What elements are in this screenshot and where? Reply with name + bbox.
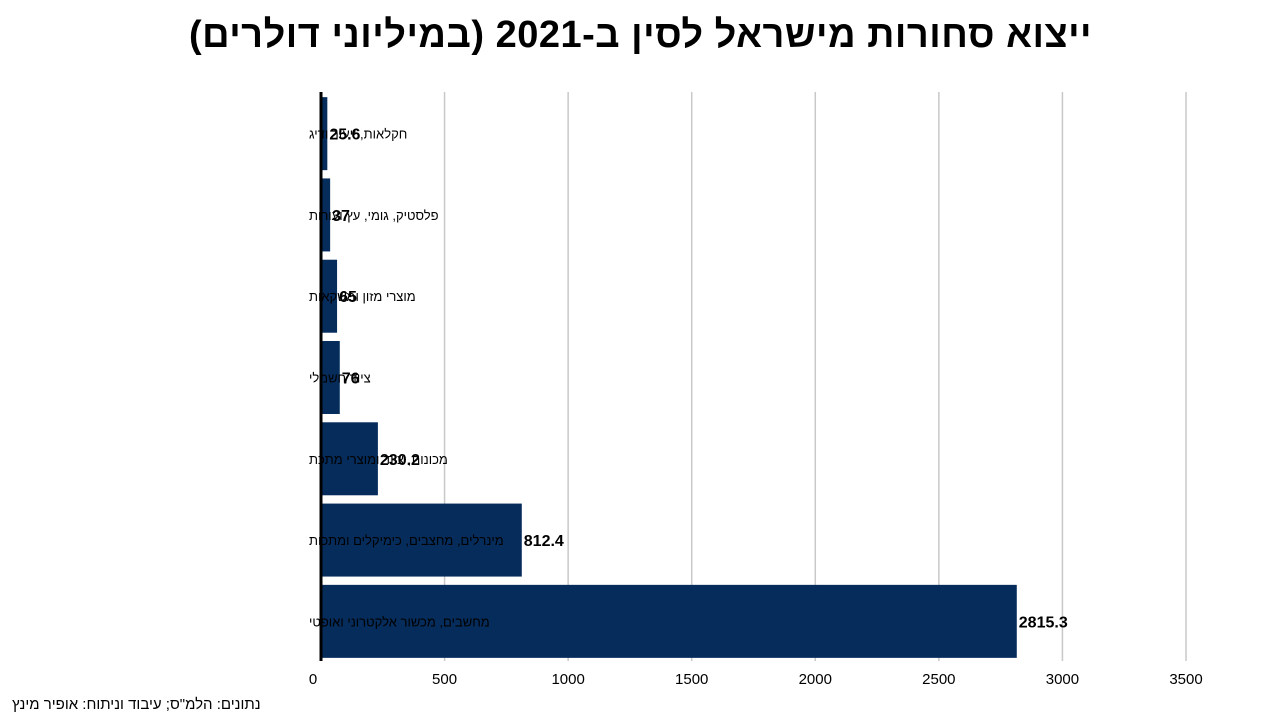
bar [322, 341, 340, 414]
data-label: 812.4 [524, 533, 564, 550]
bar [322, 259, 338, 333]
category-label: חקלאות, ייעור ודיג [309, 127, 407, 142]
bar [322, 584, 1017, 658]
x-tick-label: 1000 [551, 671, 584, 688]
data-label: 37 [332, 208, 350, 225]
x-tick-label: 3000 [1046, 671, 1079, 688]
x-tick-label: 3500 [1169, 671, 1202, 688]
x-tick-label: 2000 [799, 671, 832, 688]
bars [322, 97, 1017, 658]
category-label: ציוד חשמלי [309, 371, 371, 386]
category-label: פלסטיק, גומי, עץ ועורות [309, 208, 439, 223]
data-label: 25.6 [329, 127, 360, 144]
x-tick-label: 0 [309, 671, 317, 688]
data-label: 65 [339, 289, 357, 306]
category-label: מוצרי מזון ומשקאות [309, 289, 416, 304]
category-label: מחשבים, מכשור אלקטרוני ואופטי [309, 614, 490, 629]
labels: 0 500 1000 1500 2000 2500 3000 3500 חקלאות, ייעו… [309, 127, 1203, 688]
bar [322, 503, 522, 577]
bar [322, 178, 331, 252]
x-tick-label: 500 [432, 671, 457, 688]
chart-title: ייצוא סחורות מישראל לסין ב-2021 (במיליונ… [188, 14, 1093, 56]
x-tick-label: 1500 [675, 671, 708, 688]
bar [322, 97, 328, 171]
data-label: 230.2 [380, 452, 420, 469]
data-label: 76 [342, 371, 360, 388]
source-note: נתונים: הלמ"ס; עיבוד וניתוח: אופיר מינץ [12, 696, 261, 713]
category-label: מכונות, ציוד ומוצרי מתכת [309, 452, 448, 467]
gridlines [443, 92, 1187, 661]
data-label: 2815.3 [1019, 614, 1068, 631]
x-tick-label: 2500 [922, 671, 955, 688]
category-label: מינרלים, מחצבים, כימיקלים ומתכות [309, 533, 504, 548]
bar [322, 422, 378, 496]
